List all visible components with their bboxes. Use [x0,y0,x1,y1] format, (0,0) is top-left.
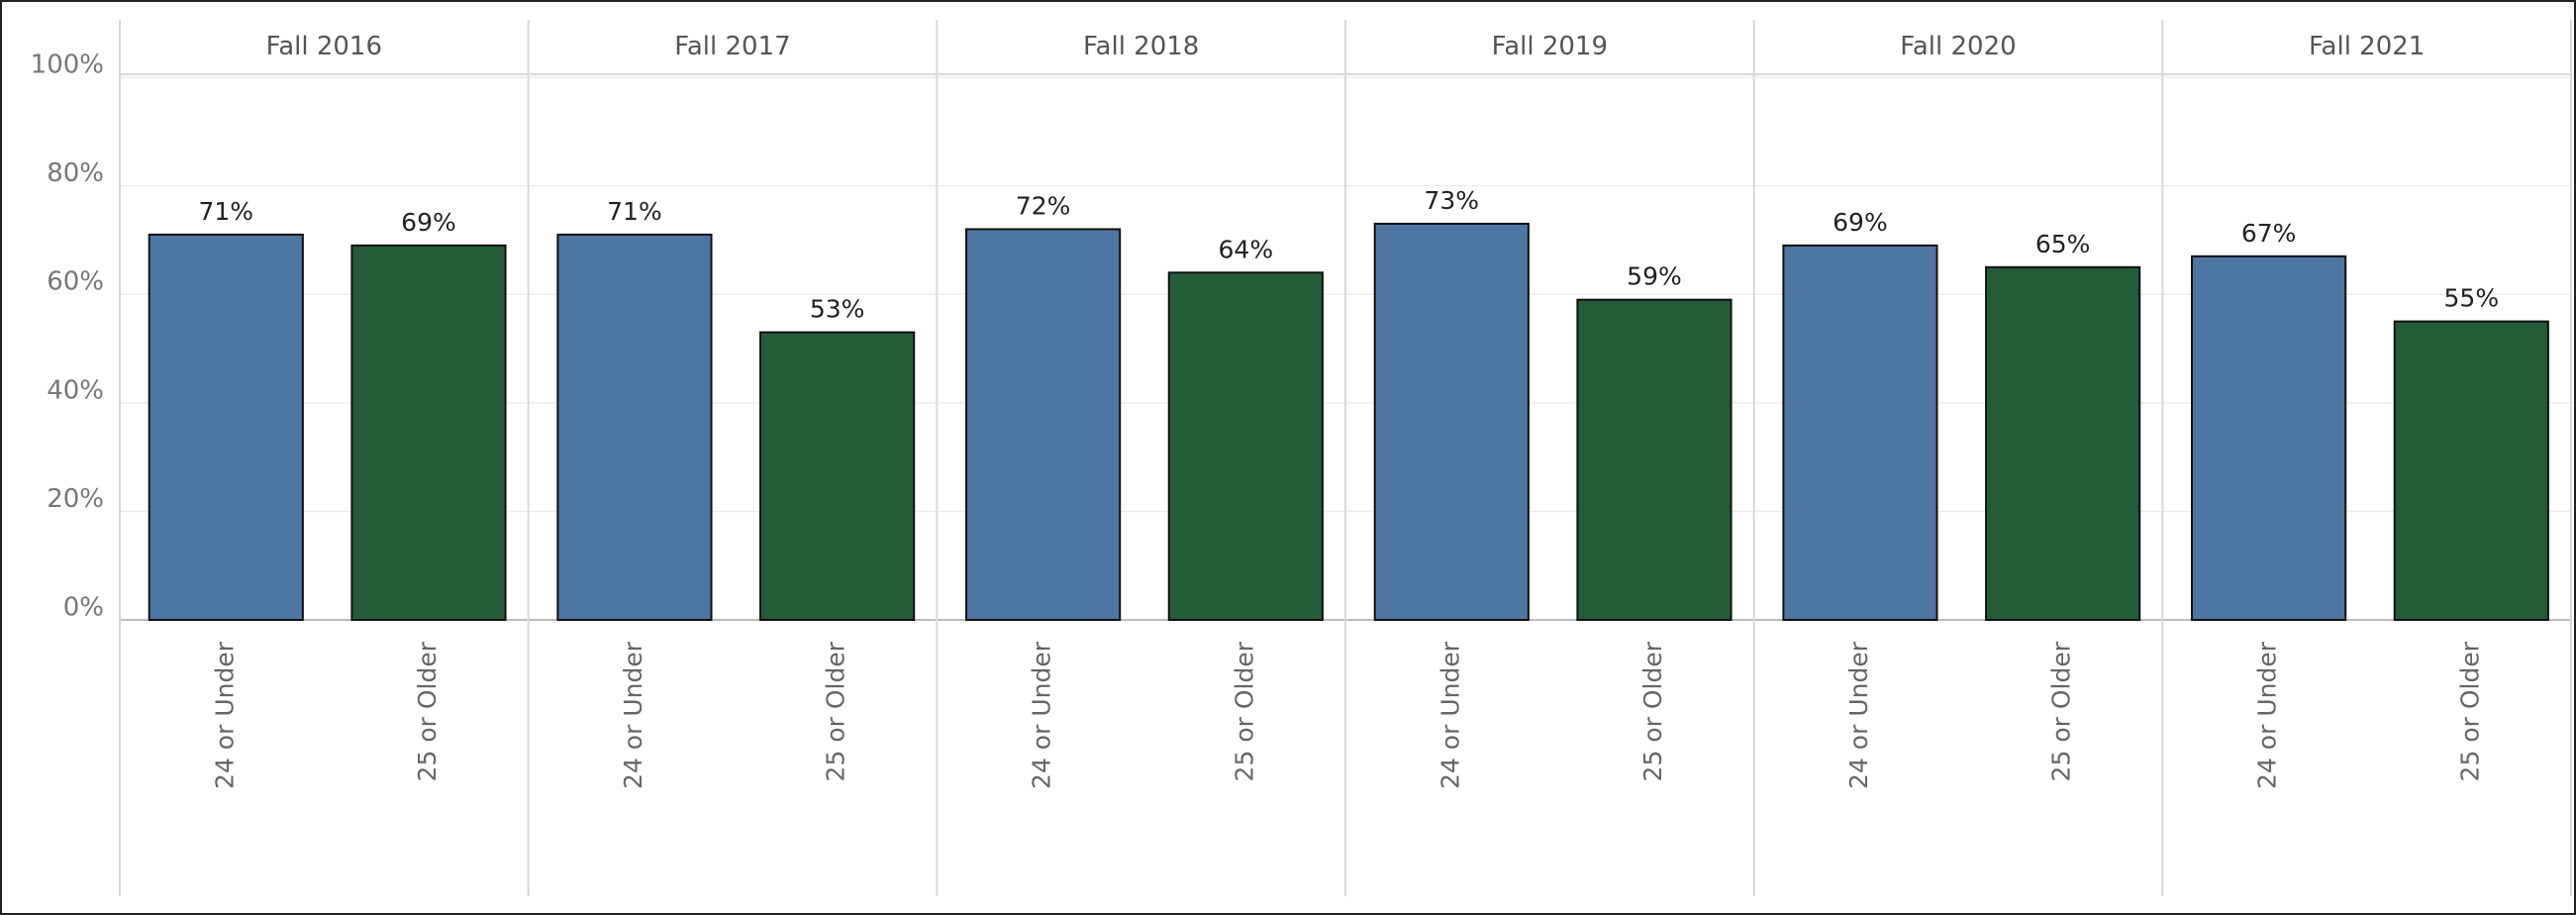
bar [2191,254,2347,621]
facet-label: Fall 2017 [674,32,790,61]
value-label: 72% [1016,191,1071,220]
bar [1373,222,1530,622]
x-tick-label: 25 or Older [822,641,850,781]
facet-label: Fall 2018 [1083,32,1199,61]
x-tick-label: 25 or Older [2455,641,2484,781]
value-label: 71% [607,197,662,226]
bar [965,228,1122,621]
x-tick-label: 24 or Under [1028,641,1056,789]
bar [759,331,916,621]
x-tick-label: 25 or Older [2047,641,2076,781]
value-label: 65% [2035,230,2091,258]
bar [148,233,304,621]
x-tick-label: 24 or Under [2253,641,2282,789]
x-tick-label: 24 or Under [619,641,647,789]
facet-label: Fall 2016 [266,32,382,61]
value-label: 59% [1627,262,1682,291]
x-tick-label: 25 or Older [413,641,442,781]
x-tick-label: 24 or Under [1436,641,1464,789]
value-label: 69% [401,208,456,237]
bar [2393,320,2549,621]
y-tick-label: 80% [47,158,104,188]
value-label: 73% [1425,186,1480,215]
x-tick-label: 24 or Under [1844,641,1873,789]
x-tick-label: 24 or Under [210,641,239,789]
facet-label: Fall 2021 [2309,32,2425,61]
bar [1985,265,2141,621]
x-tick-label: 25 or Older [1230,641,1258,781]
x-tick-label: 25 or Older [1638,641,1667,781]
value-label: 67% [2241,219,2297,248]
y-tick-label: 100% [31,51,104,80]
value-label: 53% [810,295,865,324]
bar [1782,244,1938,621]
y-tick-label: 20% [47,484,104,514]
facet-label: Fall 2019 [1492,32,1608,61]
y-tick-label: 40% [47,375,104,405]
value-label: 55% [2444,284,2500,313]
value-label: 69% [1833,208,1888,237]
y-tick-label: 0% [63,593,104,623]
value-label: 71% [199,197,254,226]
y-tick-label: 60% [47,267,104,297]
facet-label: Fall 2020 [1900,32,2016,61]
bar [350,244,507,621]
bar [1167,271,1324,621]
value-label: 64% [1219,235,1274,263]
bar [556,233,713,621]
bar [1576,298,1733,621]
